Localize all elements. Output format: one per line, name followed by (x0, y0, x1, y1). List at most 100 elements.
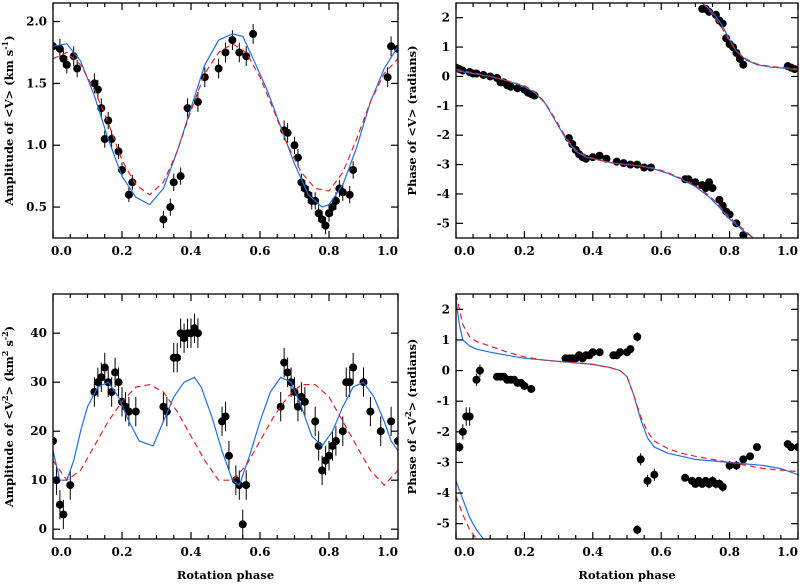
y-tick-label: -1 (437, 99, 450, 113)
data-point (595, 348, 604, 357)
data-point (746, 452, 755, 461)
plot-area (456, 3, 798, 238)
x-tick-label: 0.8 (319, 545, 340, 559)
data-point (325, 209, 333, 218)
data-point (345, 378, 354, 387)
data-point (349, 363, 358, 372)
data-point (73, 64, 82, 73)
y-tick-label: -5 (437, 517, 450, 531)
x-tick-label: 0.8 (719, 244, 740, 258)
data-point (732, 48, 741, 57)
data-point (131, 407, 140, 416)
data-point (90, 79, 99, 88)
x-tick-label: 1.0 (777, 545, 798, 559)
y-tick-label: 1.5 (26, 76, 47, 90)
data-point (718, 19, 727, 28)
x-tick-label: 0.2 (514, 244, 535, 258)
data-point (228, 36, 237, 45)
data-point (124, 407, 133, 416)
data-point (387, 42, 396, 51)
data-point (159, 215, 168, 224)
data-point (345, 190, 354, 199)
x-tick-label: 0.2 (112, 244, 133, 258)
data-point (650, 470, 659, 479)
data-point (595, 151, 604, 160)
data-point (283, 368, 292, 377)
data-point (708, 184, 717, 193)
data-point (100, 363, 109, 372)
x-tick-label: 0.4 (181, 545, 202, 559)
data-point (331, 196, 340, 205)
data-point (325, 451, 333, 460)
data-point (224, 451, 233, 460)
data-point (55, 500, 64, 509)
data-point (626, 345, 635, 354)
data-point (394, 437, 398, 445)
data-point (238, 520, 247, 529)
data-point (633, 160, 642, 169)
x-tick-label: 1.0 (777, 244, 798, 258)
y-axis-label: Amplitude of <V2> (km2 s-2) (0, 326, 16, 508)
data-point (114, 378, 123, 387)
y-tick-label: -2 (437, 425, 450, 439)
x-tick-label: 0.4 (582, 244, 603, 258)
x-tick-label: 0.8 (719, 545, 740, 559)
data-point (794, 443, 798, 452)
data-point (681, 473, 690, 482)
data-point (331, 437, 340, 445)
x-tick-label: 0.2 (112, 545, 133, 559)
x-tick-label: 0.4 (582, 545, 603, 559)
y-tick-label: -3 (437, 158, 450, 172)
y-tick-label: -2 (437, 128, 450, 142)
data-point (66, 481, 75, 490)
x-tick-label: 0.0 (454, 244, 475, 258)
y-tick-label: 30 (30, 375, 47, 389)
y-tick-label: -5 (437, 216, 450, 230)
model-dashed-line-1 (456, 495, 477, 539)
y-tick-label: 2 (442, 302, 450, 316)
x-tick-label: 0.0 (51, 545, 72, 559)
data-point (169, 178, 178, 187)
plot-area (53, 24, 398, 235)
data-point (283, 128, 292, 137)
x-tick-label: 0.2 (514, 545, 535, 559)
x-tick-label: 1.0 (377, 545, 398, 559)
data-point (612, 157, 621, 166)
data-point (513, 84, 522, 93)
data-point (311, 417, 320, 426)
data-point (242, 52, 251, 61)
panel-3: 0.0 0.2 0.4 0.6 0.8 1.0 0 10 20 30 40 Amplitude of … (0, 293, 399, 582)
data-point (636, 455, 645, 464)
data-point (321, 221, 330, 230)
plot-frame (455, 2, 799, 239)
x-tick-label: 0.8 (319, 244, 340, 258)
x-tick-label: 0.4 (181, 244, 202, 258)
data-point (588, 348, 597, 357)
model-solid-line-0 (53, 376, 398, 487)
data-point (221, 412, 230, 421)
data-point (718, 482, 727, 491)
model-solid-line-0 (53, 33, 398, 208)
data-point (328, 203, 337, 212)
data-point (527, 384, 536, 393)
data-point (193, 97, 202, 106)
data-point (221, 48, 230, 57)
data-point (124, 190, 133, 199)
data-point (314, 209, 323, 218)
data-point (290, 141, 299, 150)
data-point (691, 178, 700, 187)
model-dashed-line-1 (701, 3, 798, 70)
data-point (183, 104, 192, 113)
panel-1: 0.0 0.2 0.4 0.6 0.8 1.0 0.5 1.0 1.5 2.0 Amplitude … (0, 2, 399, 258)
data-point (640, 163, 649, 172)
data-point (725, 461, 734, 470)
y-tick-label: 10 (30, 473, 47, 487)
data-point (387, 417, 396, 426)
y-tick-label: -3 (437, 455, 450, 469)
panel-4: 0.0 0.2 0.4 0.6 0.8 1.0 -5 -4 -3 -2 -1 0 1 2 Phase of … (403, 293, 799, 582)
data-point (711, 10, 720, 19)
y-tick-label: 20 (30, 424, 47, 438)
data-point (338, 188, 347, 197)
data-point (214, 64, 223, 73)
data-point (176, 172, 185, 181)
